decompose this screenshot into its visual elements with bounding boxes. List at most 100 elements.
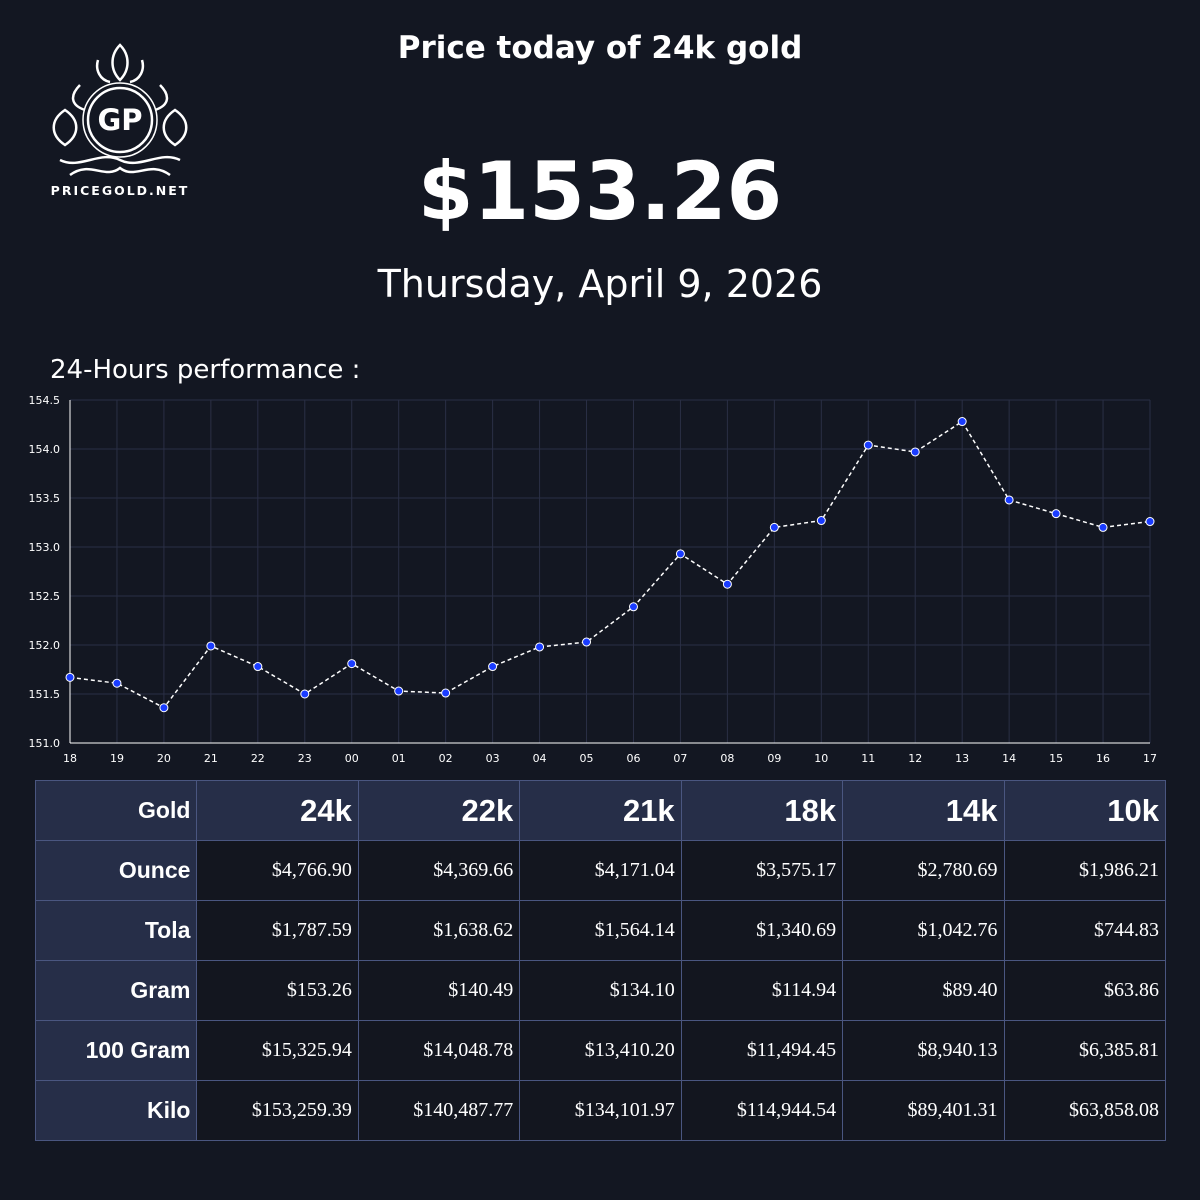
- column-header: 24k: [196, 780, 359, 841]
- logo-initials: GP: [97, 103, 142, 137]
- chart: 151.0 151.5 152.0 152.5 153.0 153.5 154.0 154.5…: [29, 394, 1158, 765]
- data-point: [1145, 517, 1155, 527]
- data-point: [816, 516, 826, 526]
- price-table: Gold 24k 22k 21k 18k 14k 10k Ounce $4,766.90 $4,3…: [34, 780, 1167, 1141]
- row-label: Gram: [34, 960, 198, 1021]
- y-tick-label: 153.0: [29, 541, 61, 554]
- x-tick-label: 09: [767, 752, 781, 765]
- price-line: [69, 420, 1151, 709]
- logo: GP PRICEGOLD.NET: [51, 43, 190, 198]
- data-point: [1004, 495, 1014, 505]
- column-header: 22k: [357, 780, 521, 841]
- cell: $4,171.04: [519, 840, 682, 901]
- data-point: [206, 641, 216, 651]
- cell: $134.10: [519, 960, 682, 1021]
- cell: $63,858.08: [1003, 1080, 1167, 1141]
- cell: $89.40: [842, 960, 1005, 1021]
- y-tick-label: 151.0: [29, 737, 61, 750]
- x-tick-label: 22: [251, 752, 265, 765]
- x-tick-label: 01: [392, 752, 406, 765]
- logo-ornament: [52, 43, 188, 177]
- cell: $4,369.66: [357, 840, 521, 901]
- cell: $6,385.81: [1003, 1020, 1167, 1081]
- cell: $744.83: [1003, 900, 1167, 961]
- x-tick-label: 12: [908, 752, 922, 765]
- y-tick-label: 154.0: [29, 443, 61, 456]
- x-tick-label: 02: [439, 752, 453, 765]
- column-header: 10k: [1003, 780, 1167, 841]
- cell: $89,401.31: [842, 1080, 1005, 1141]
- cell: $134,101.97: [519, 1080, 682, 1141]
- x-tick-label: 15: [1049, 752, 1063, 765]
- data-point: [253, 662, 263, 672]
- cell: $114.94: [680, 960, 844, 1021]
- column-header: 14k: [842, 780, 1005, 841]
- data-point: [535, 642, 545, 652]
- x-tick-label: 11: [861, 752, 875, 765]
- x-tick-label: 13: [955, 752, 969, 765]
- cell: $4,766.90: [196, 840, 359, 901]
- data-point: [957, 417, 967, 427]
- x-tick-label: 17: [1143, 752, 1157, 765]
- data-point: [675, 549, 685, 559]
- column-header: 21k: [519, 780, 682, 841]
- date: Thursday, April 9, 2026: [377, 262, 823, 306]
- row-label: Ounce: [34, 840, 198, 901]
- cell: $15,325.94: [196, 1020, 359, 1081]
- x-tick-label: 19: [110, 752, 124, 765]
- data-point: [1051, 509, 1061, 519]
- data-point: [441, 688, 451, 698]
- data-point: [769, 522, 779, 532]
- data-point: [863, 440, 873, 450]
- cell: $1,986.21: [1003, 840, 1167, 901]
- table-row: Gram $153.26 $140.49 $134.10 $114.94 $89.40 $6…: [34, 960, 1167, 1021]
- cell: $153.26: [196, 960, 359, 1021]
- data-point: [159, 703, 169, 713]
- cell: $11,494.45: [680, 1020, 844, 1081]
- data-point: [394, 686, 404, 696]
- cell: $1,042.76: [842, 900, 1005, 961]
- cell: $140,487.77: [357, 1080, 521, 1141]
- logo-name: PRICEGOLD.NET: [51, 183, 190, 198]
- cell: $13,410.20: [519, 1020, 682, 1081]
- table-row: Kilo $153,259.39 $140,487.77 $134,101.97 $11…: [34, 1080, 1167, 1141]
- table-row: Ounce $4,766.90 $4,369.66 $4,171.04 $3,575.1…: [34, 840, 1167, 901]
- data-point: [910, 447, 920, 457]
- x-tick-label: 06: [626, 752, 640, 765]
- x-tick-label: 10: [814, 752, 828, 765]
- x-tick-label: 20: [157, 752, 171, 765]
- y-tick-label: 153.5: [29, 492, 61, 505]
- data-point: [628, 602, 638, 612]
- x-tick-label: 00: [345, 752, 359, 765]
- cell: $1,638.62: [357, 900, 521, 961]
- header-row: Gold 24k 22k 21k 18k 14k 10k: [34, 780, 1167, 841]
- x-tick-label: 08: [720, 752, 734, 765]
- cell: $3,575.17: [680, 840, 844, 901]
- cell: $1,564.14: [519, 900, 682, 961]
- cell: $1,340.69: [680, 900, 844, 961]
- column-header: 18k: [680, 780, 844, 841]
- cell: $153,259.39: [196, 1080, 359, 1141]
- x-tick-label: 14: [1002, 752, 1016, 765]
- cell: $140.49: [357, 960, 521, 1021]
- x-tick-label: 18: [63, 752, 77, 765]
- table-row: Tola $1,787.59 $1,638.62 $1,564.14 $1,340.69…: [34, 900, 1167, 961]
- x-tick-label: 21: [204, 752, 218, 765]
- y-tick-label: 154.5: [29, 394, 61, 407]
- cell: $14,048.78: [357, 1020, 521, 1081]
- x-tick-label: 05: [580, 752, 594, 765]
- row-label: Gold: [34, 780, 198, 841]
- data-point: [347, 659, 357, 669]
- data-point: [300, 689, 310, 699]
- data-point: [1098, 522, 1108, 532]
- price: $153.26: [417, 145, 783, 238]
- x-tick-label: 23: [298, 752, 312, 765]
- x-tick-label: 16: [1096, 752, 1110, 765]
- data-point: [582, 637, 592, 647]
- data-point: [722, 579, 732, 589]
- y-tick-label: 151.5: [29, 688, 61, 701]
- cell: $2,780.69: [842, 840, 1005, 901]
- table-row: 100 Gram $15,325.94 $14,048.78 $13,410.20 $1…: [34, 1020, 1167, 1081]
- x-tick-label: 04: [533, 752, 547, 765]
